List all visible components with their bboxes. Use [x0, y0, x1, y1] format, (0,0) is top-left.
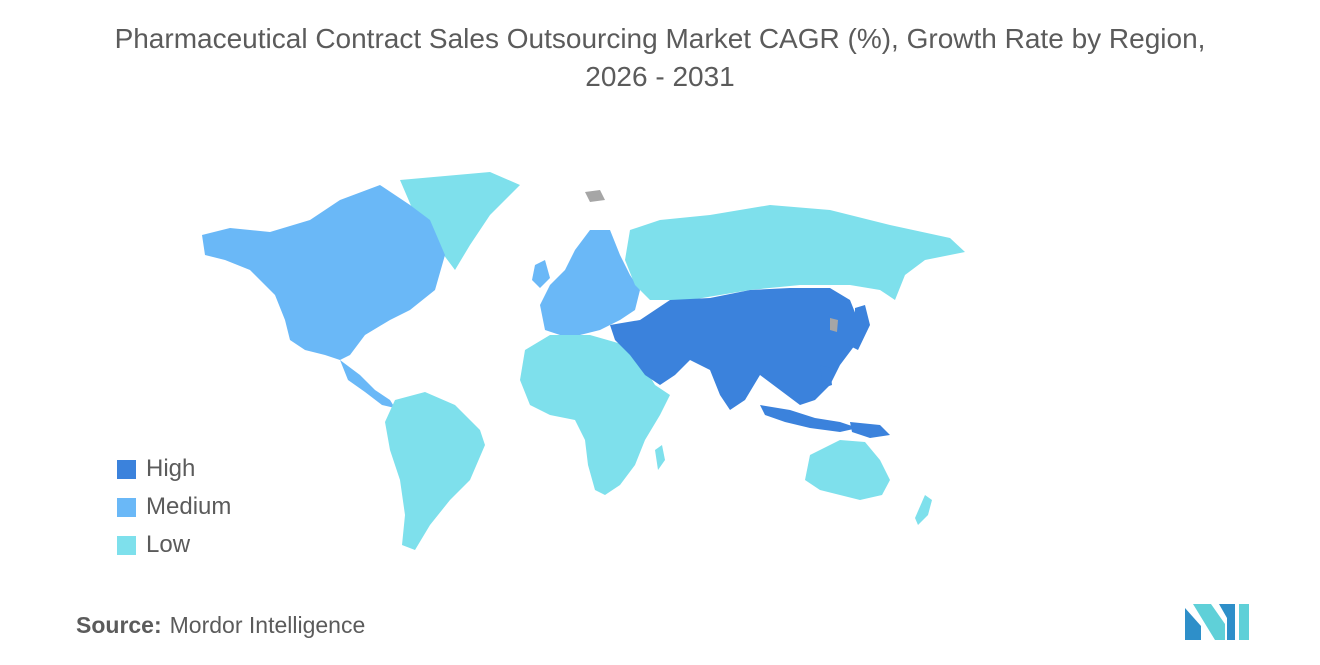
- title-line-1: Pharmaceutical Contract Sales Outsourcin…: [114, 23, 1206, 54]
- region-greenland: [400, 172, 520, 270]
- region-uk: [532, 260, 550, 288]
- source-text: Mordor Intelligence: [169, 612, 366, 638]
- legend-label-low: Low: [146, 531, 191, 558]
- region-russia: [625, 205, 965, 300]
- region-central-america: [340, 360, 395, 408]
- region-philippines: [820, 365, 832, 388]
- region-madagascar: [655, 445, 665, 470]
- region-new-zealand: [915, 495, 932, 525]
- region-africa: [520, 335, 670, 495]
- region-japan: [848, 305, 870, 350]
- map-legend: High Medium Low: [117, 450, 231, 564]
- legend-item-high: High: [117, 450, 231, 488]
- legend-swatch-high: [117, 459, 136, 479]
- legend-label-high: High: [146, 455, 196, 482]
- region-south-america: [385, 392, 485, 550]
- region-papua: [850, 422, 890, 438]
- region-europe: [540, 230, 640, 335]
- region-svalbard: [585, 190, 605, 202]
- region-korea: [830, 318, 838, 332]
- source-label: Source:: [76, 612, 162, 638]
- chart-title: Pharmaceutical Contract Sales Outsourcin…: [0, 20, 1320, 96]
- region-asia-high: [610, 288, 860, 410]
- source-note: Source: Mordor Intelligence: [76, 612, 365, 639]
- legend-swatch-medium: [117, 497, 136, 517]
- legend-swatch-low: [117, 535, 136, 555]
- region-north-america: [202, 185, 445, 360]
- mordor-logo-icon: [1185, 604, 1249, 640]
- legend-label-medium: Medium: [146, 493, 232, 520]
- region-australia: [805, 440, 890, 500]
- region-indonesia: [760, 405, 858, 432]
- legend-item-low: Low: [117, 526, 231, 564]
- legend-item-medium: Medium: [117, 488, 231, 526]
- world-map: [202, 172, 965, 550]
- title-line-2: 2026 - 2031: [585, 61, 735, 92]
